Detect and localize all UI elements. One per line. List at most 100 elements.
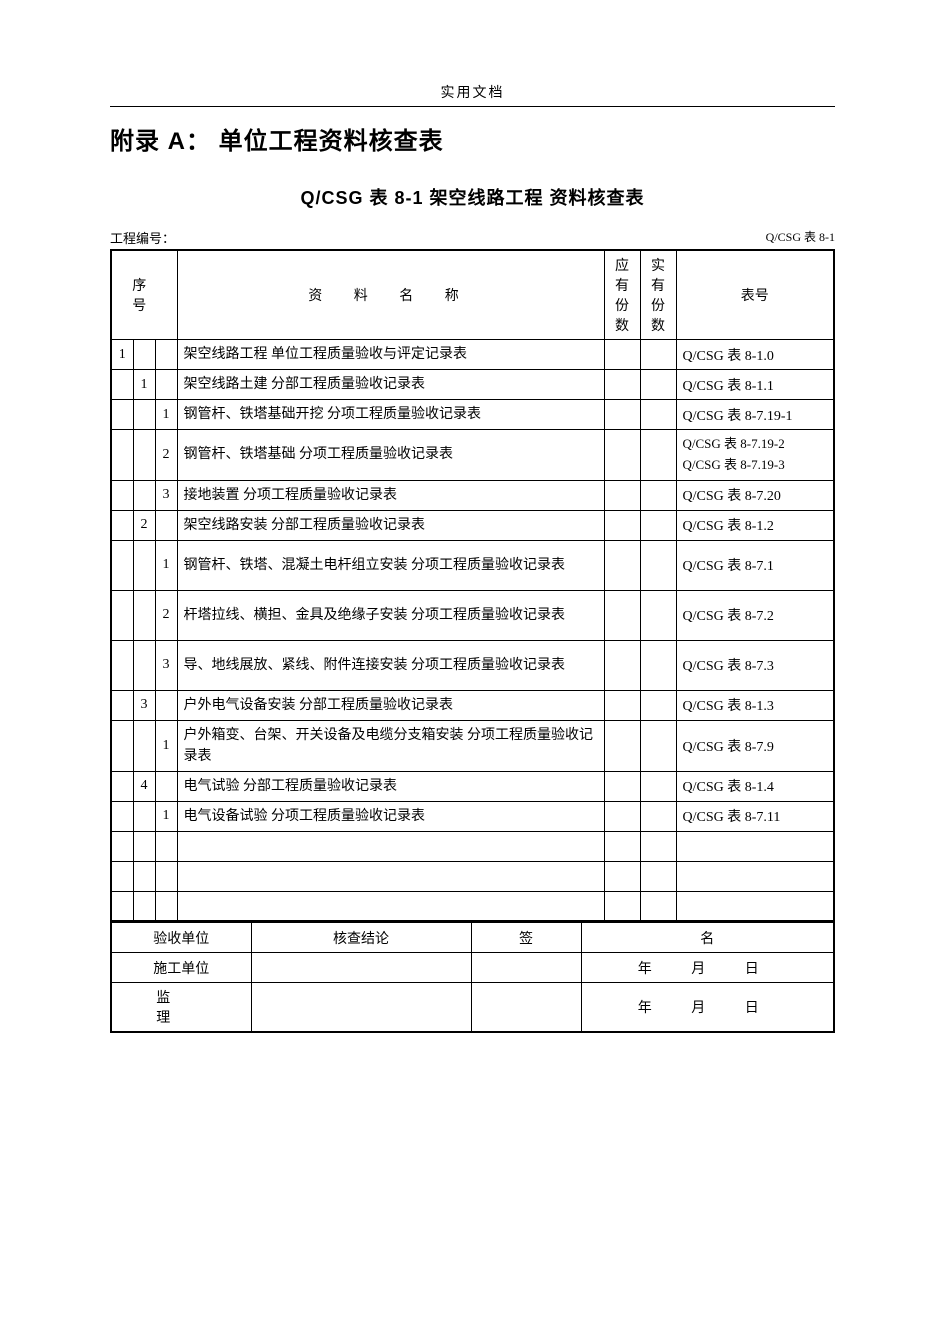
hdr-name: 资 料 名 称 (308, 289, 473, 304)
actual-copies-cell (640, 400, 676, 430)
actual-copies-cell (640, 340, 676, 370)
sub-title: Q/CSG 表 8-1 架空线路工程 资料核查表 (110, 184, 835, 210)
table-row: 1钢管杆、铁塔基础开挖 分项工程质量验收记录表Q/CSG 表 8-7.19-1 (111, 400, 834, 430)
hdr-tableno: 表号 (741, 289, 769, 304)
seq-l2: 1 (133, 370, 155, 400)
seq-l2: 2 (133, 510, 155, 540)
empty-cell (177, 831, 604, 861)
material-name-cell: 电气试验 分部工程质量验收记录表 (177, 771, 604, 801)
material-name: 导、地线展放、紧线、附件连接安装 分项工程质量验收记录表 (184, 655, 598, 676)
material-name-cell: 钢管杆、铁塔基础 分项工程质量验收记录表 (177, 430, 604, 481)
seq-l3: 2 (155, 590, 177, 640)
project-no-label: 工程编号： (110, 228, 175, 247)
material-name: 架空线路土建 分部工程质量验收记录表 (184, 374, 598, 395)
material-name-cell: 接地装置 分项工程质量验收记录表 (177, 480, 604, 510)
required-copies-cell (604, 510, 640, 540)
table-row: 4 电气试验 分部工程质量验收记录表 Q/CSG 表 8-1.4 (111, 771, 834, 801)
construct-date-cell: 年 月 日 (581, 953, 834, 983)
empty-cell (604, 831, 640, 861)
material-name-cell: 导、地线展放、紧线、附件连接安装 分项工程质量验收记录表 (177, 640, 604, 690)
hdr-actual: 实有份数 (651, 259, 665, 334)
seq-l3: 1 (155, 400, 177, 430)
empty-cell (155, 891, 177, 921)
ref-cell: Q/CSG 表 8-1.3 (676, 690, 834, 720)
actual-copies-cell (640, 720, 676, 771)
actual-copies-cell (640, 690, 676, 720)
seq-l1 (111, 690, 133, 720)
material-name-cell: 架空线路土建 分部工程质量验收记录表 (177, 370, 604, 400)
supervise-conclusion-cell (251, 983, 471, 1033)
table-row-empty (111, 831, 834, 861)
required-copies-cell (604, 430, 640, 481)
empty-cell (640, 861, 676, 891)
seq-l2: 4 (133, 771, 155, 801)
seq-l3: 1 (155, 720, 177, 771)
ref-cell: Q/CSG 表 8-7.3 (676, 640, 834, 690)
seq-l2 (133, 640, 155, 690)
ref-cell: Q/CSG 表 8-7.19-1 (676, 400, 834, 430)
seq-l2 (133, 480, 155, 510)
seq-l3: 1 (155, 801, 177, 831)
seq-l3: 3 (155, 640, 177, 690)
material-name: 架空线路安装 分部工程质量验收记录表 (184, 515, 598, 536)
seq-l2 (133, 720, 155, 771)
material-name-cell: 钢管杆、铁塔、混凝土电杆组立安装 分项工程质量验收记录表 (177, 540, 604, 590)
seq-l2 (133, 430, 155, 481)
seq-l1 (111, 480, 133, 510)
table-row-empty (111, 861, 834, 891)
material-name-cell: 杆塔拉线、横担、金具及绝缘子安装 分项工程质量验收记录表 (177, 590, 604, 640)
empty-cell (604, 891, 640, 921)
material-name: 户外箱变、台架、开关设备及电缆分支箱安装 分项工程质量验收记录表 (184, 725, 598, 767)
table-row: 2杆塔拉线、横担、金具及绝缘子安装 分项工程质量验收记录表 Q/CSG 表 8-7… (111, 590, 834, 640)
sign-label: 签 (519, 932, 533, 947)
hdr-seq: 序 号 (132, 279, 156, 314)
ref-cell: Q/CSG 表 8-1.1 (676, 370, 834, 400)
actual-copies-cell (640, 540, 676, 590)
seq-l1 (111, 540, 133, 590)
seq-l3 (155, 690, 177, 720)
actual-copies-cell (640, 640, 676, 690)
material-name-cell: 架空线路安装 分部工程质量验收记录表 (177, 510, 604, 540)
ref-cell: Q/CSG 表 8-7.19-2Q/CSG 表 8-7.19-3 (676, 430, 834, 481)
empty-cell (604, 861, 640, 891)
seq-l2 (133, 340, 155, 370)
doc-label: 实用文档 (110, 82, 835, 102)
seq-l1 (111, 720, 133, 771)
table-row: 2钢管杆、铁塔基础 分项工程质量验收记录表Q/CSG 表 8-7.19-2Q/C… (111, 430, 834, 481)
actual-copies-cell (640, 510, 676, 540)
material-name: 户外电气设备安装 分部工程质量验收记录表 (184, 695, 598, 716)
rule-divider (110, 106, 835, 107)
conclusion-label: 核查结论 (251, 923, 471, 953)
empty-cell (111, 891, 133, 921)
required-copies-cell (604, 801, 640, 831)
construct-sign-cell (471, 953, 581, 983)
empty-cell (640, 831, 676, 861)
empty-cell (676, 891, 834, 921)
seq-l1 (111, 370, 133, 400)
seq-l2 (133, 801, 155, 831)
empty-cell (133, 861, 155, 891)
ref-cell: Q/CSG 表 8-7.2 (676, 590, 834, 640)
footer-construct-row: 施工单位 年 月 日 (111, 953, 834, 983)
empty-cell (155, 861, 177, 891)
required-copies-cell (604, 720, 640, 771)
required-copies-cell (604, 690, 640, 720)
seq-l3: 1 (155, 540, 177, 590)
empty-cell (111, 831, 133, 861)
empty-cell (133, 891, 155, 921)
material-name: 钢管杆、铁塔基础 分项工程质量验收记录表 (184, 444, 598, 465)
construct-conclusion-cell (251, 953, 471, 983)
table-code-label: Q/CSG 表 8-1 (766, 228, 835, 247)
supervise-sign-cell (471, 983, 581, 1033)
ref-cell: Q/CSG 表 8-1.4 (676, 771, 834, 801)
seq-l1 (111, 640, 133, 690)
supervise-date-cell: 年 月 日 (581, 983, 834, 1033)
table-row: 3 户外电气设备安装 分部工程质量验收记录表 Q/CSG 表 8-1.3 (111, 690, 834, 720)
seq-l2: 3 (133, 690, 155, 720)
checklist-table: 序 号 资 料 名 称 应有份数 实有份数 表号 1架空线路工程 单位工程质量验… (110, 249, 835, 922)
material-name-cell: 户外电气设备安装 分部工程质量验收记录表 (177, 690, 604, 720)
seq-l1 (111, 510, 133, 540)
actual-copies-cell (640, 771, 676, 801)
empty-cell (155, 831, 177, 861)
table-row: 1 架空线路土建 分部工程质量验收记录表 Q/CSG 表 8-1.1 (111, 370, 834, 400)
